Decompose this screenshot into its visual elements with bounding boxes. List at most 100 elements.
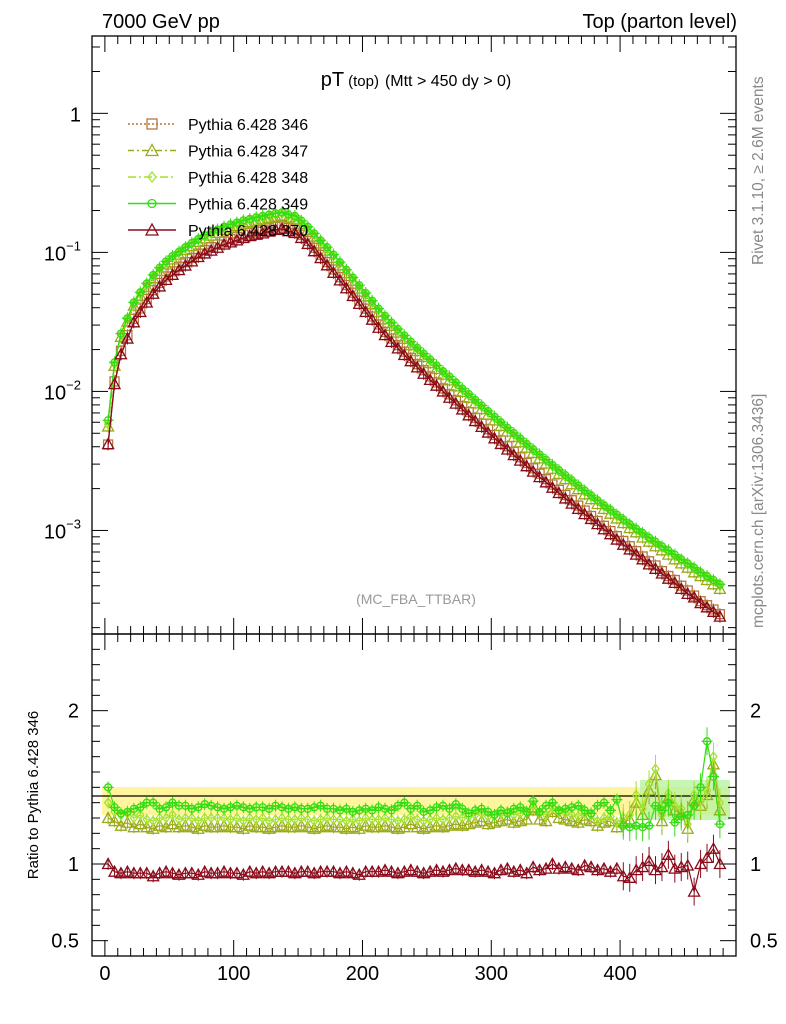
ratio-point xyxy=(616,869,630,882)
ratio-point xyxy=(429,863,444,876)
ratio-point xyxy=(449,817,463,830)
ratio-point xyxy=(636,860,650,873)
data-point xyxy=(565,496,579,509)
data-point xyxy=(140,295,154,308)
data-point xyxy=(391,341,405,354)
mcplots-label: mcplots.cern.ch [arXiv:1306.3436] xyxy=(750,394,767,628)
legend-label: Pythia 6.428 370 xyxy=(188,223,308,240)
legend-marker xyxy=(144,143,160,157)
ratio-ytick-label: 0.5 xyxy=(51,931,79,953)
data-point xyxy=(687,590,701,603)
data-point xyxy=(436,384,450,397)
main-ytick-base: 10 xyxy=(44,521,66,543)
ratio-point xyxy=(284,813,293,826)
ratio-point xyxy=(631,789,641,801)
ratio-point xyxy=(281,820,296,833)
ratio-point xyxy=(573,810,583,823)
ratio-point xyxy=(101,857,115,870)
ratio-point xyxy=(296,812,306,824)
ratio-point xyxy=(545,857,560,870)
data-point xyxy=(455,402,469,415)
ratio-point xyxy=(223,820,238,833)
ratio-point xyxy=(155,812,164,824)
ratio-point xyxy=(198,864,212,877)
ratio-point xyxy=(185,866,199,879)
data-point xyxy=(359,305,373,318)
ratio-point xyxy=(696,795,705,807)
ratio-point xyxy=(239,815,248,827)
ratio-point xyxy=(326,864,341,877)
ratio-ytick-label-right: 1 xyxy=(750,854,761,876)
data-point xyxy=(552,486,566,499)
ratio-point xyxy=(387,813,396,826)
legend-entry: Pythia 6.428 347 xyxy=(128,143,308,161)
ratio-point xyxy=(303,813,313,826)
ratio-point xyxy=(329,813,338,826)
ratio-point xyxy=(567,809,577,821)
ratio-point xyxy=(301,820,315,833)
ratio-point xyxy=(256,820,270,833)
rivet-label: Rivet 3.1.10, ≥ 2.6M events xyxy=(750,76,767,265)
data-point xyxy=(623,542,637,555)
ratio-point xyxy=(397,820,411,833)
ratio-point xyxy=(644,778,654,790)
ratio-point xyxy=(354,815,364,827)
ratio-point xyxy=(206,812,216,824)
data-point xyxy=(532,470,547,483)
data-point xyxy=(655,566,669,579)
ratio-point xyxy=(165,817,180,830)
watermark: (MC_FBA_TTBAR) xyxy=(356,591,476,607)
data-point xyxy=(578,507,592,520)
ratio-series-pythia-6-428-348 xyxy=(103,742,725,839)
data-point xyxy=(339,281,353,294)
data-point xyxy=(365,312,379,325)
data-point xyxy=(648,561,663,574)
data-point xyxy=(210,240,225,253)
ratio-point xyxy=(217,864,231,877)
xtick-label: 0 xyxy=(99,963,110,985)
ratio-point xyxy=(584,860,598,873)
ratio-point xyxy=(146,821,160,834)
ratio-point xyxy=(178,866,192,879)
data-point xyxy=(693,596,708,609)
ratio-point xyxy=(526,860,540,873)
data-point xyxy=(352,297,366,310)
ratio-point xyxy=(153,818,167,831)
ratio-point xyxy=(565,861,579,874)
title-main: pT xyxy=(321,69,344,91)
ratio-series-group xyxy=(101,727,727,906)
ratio-point xyxy=(606,810,615,823)
ratio-point xyxy=(346,820,360,833)
data-point xyxy=(475,420,489,433)
ratio-point xyxy=(187,812,197,824)
main-ytick-exp: −1 xyxy=(66,238,81,253)
ratio-point xyxy=(333,820,347,833)
ratio-point xyxy=(213,812,222,824)
ratio-point xyxy=(410,820,424,833)
ratio-point xyxy=(603,814,618,827)
ratio-point xyxy=(578,858,592,871)
data-point xyxy=(616,537,630,550)
ratio-point xyxy=(223,866,238,879)
ratio-point xyxy=(702,784,712,796)
data-point xyxy=(661,571,675,584)
ratio-point xyxy=(384,820,399,833)
data-point xyxy=(294,231,308,244)
ratio-point xyxy=(236,821,250,834)
ratio-point xyxy=(500,812,514,825)
data-point xyxy=(520,459,534,472)
ratio-point xyxy=(713,857,727,870)
ratio-point xyxy=(178,818,192,831)
data-point xyxy=(558,491,572,504)
ratio-point xyxy=(642,854,656,867)
ratio-axis-ticks: 0.5 0.5 1 1 2 2 xyxy=(51,634,778,956)
legend-marker xyxy=(147,170,157,184)
ratio-point xyxy=(200,812,210,824)
data-point xyxy=(590,517,605,530)
ratio-point xyxy=(597,861,611,874)
xtick-label: 200 xyxy=(346,963,379,985)
legend-marker xyxy=(146,118,158,130)
ratio-point xyxy=(481,864,495,877)
ratio-point xyxy=(629,863,643,876)
legend-entry: Pythia 6.428 349 xyxy=(128,197,308,214)
